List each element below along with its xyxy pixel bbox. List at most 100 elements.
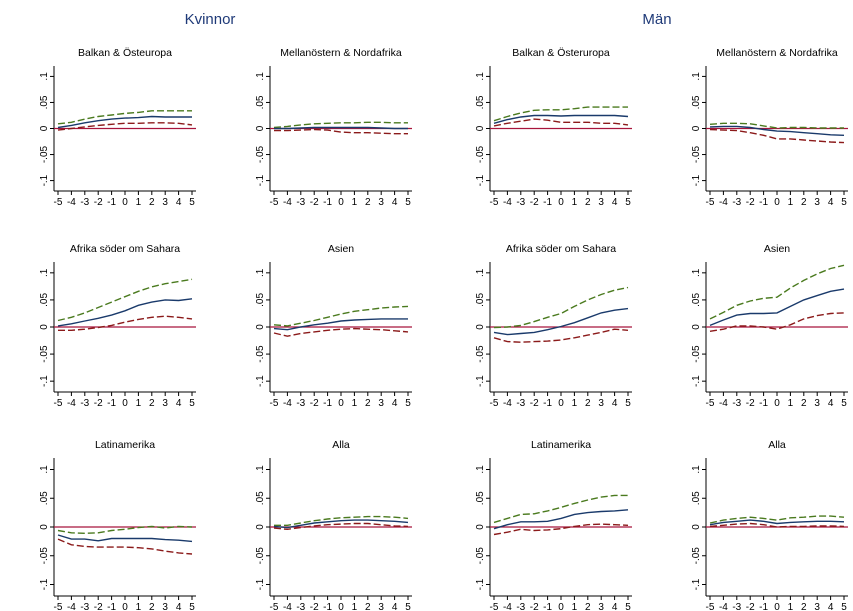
x-tick-label: 3 [814, 197, 820, 208]
y-tick-label: .05 [255, 95, 266, 109]
x-tick-label: 0 [122, 197, 128, 208]
y-tick-label: .1 [255, 465, 266, 474]
x-tick-label: 1 [572, 197, 578, 208]
x-tick-label: -4 [503, 197, 512, 208]
x-tick-label: 2 [585, 398, 591, 409]
y-tick-label: -.05 [255, 547, 266, 565]
x-tick-label: -1 [323, 197, 332, 208]
x-tick-label: 0 [774, 398, 780, 409]
panel: Alla-.1-.050.05.1-5 -4 -3 -2 -1 0 1 2 3 4 5 [691, 439, 848, 611]
panel: Mellanöstern & Nordafrika -.1 -.05 0 .05 .1 -5… [255, 47, 412, 208]
x-tick-label: -5 [490, 197, 499, 208]
y-tick-label: .05 [691, 95, 702, 109]
panel-title: Latinamerika [95, 439, 155, 451]
series-line-upper [709, 122, 844, 129]
series-line-estimate [57, 115, 192, 129]
x-tick-label: 5 [625, 398, 631, 409]
panel-title: Asien [328, 243, 354, 255]
series-line-upper [273, 305, 409, 327]
x-tick-label: 0 [774, 197, 780, 208]
panel: Latinamerika-.1-.050.05.1-5 -4 -3 -2 -1 0 1 2 3 4… [39, 439, 196, 611]
x-tick-label: -4 [719, 197, 728, 208]
series-line-upper [273, 121, 408, 129]
x-tick-label: -3 [80, 602, 89, 611]
panel-title: Asien [764, 243, 790, 255]
y-tick-label: -.1 [255, 375, 266, 387]
x-tick-label: -5 [490, 398, 499, 409]
x-tick-label: 3 [598, 197, 604, 208]
y-tick-label: 0 [691, 125, 702, 131]
x-tick-label: 4 [828, 602, 834, 611]
x-tick-label: -2 [746, 197, 755, 208]
series-line-estimate [273, 519, 409, 529]
x-tick-label: -4 [283, 398, 292, 409]
y-tick-label: .1 [691, 268, 702, 277]
panel-title: Balkan & Österuropa [512, 47, 610, 59]
x-tick-label: -4 [67, 398, 76, 409]
y-tick-label: .05 [691, 491, 702, 505]
series-line-lower [709, 522, 845, 528]
y-tick-label: -.1 [691, 578, 702, 590]
x-tick-label: -5 [54, 602, 63, 611]
x-tick-label: -2 [94, 602, 103, 611]
x-tick-label: -3 [516, 602, 525, 611]
x-tick-label: -2 [530, 197, 539, 208]
y-tick-label: .1 [39, 268, 50, 277]
x-tick-label: 0 [558, 602, 564, 611]
y-tick-label: -.05 [39, 547, 50, 565]
series-line-lower [709, 312, 845, 332]
y-tick-label: 0 [691, 324, 702, 330]
series-line-lower [57, 122, 193, 131]
x-tick-label: 1 [136, 602, 142, 611]
y-tick-label: -.05 [475, 145, 486, 163]
series-line-estimate [493, 307, 629, 336]
y-tick-label: .1 [691, 465, 702, 474]
y-tick-label: -.1 [255, 174, 266, 186]
x-tick-label: -5 [270, 602, 279, 611]
x-tick-label: 1 [136, 197, 142, 208]
y-tick-label: .1 [475, 72, 486, 81]
x-tick-label: 1 [572, 398, 578, 409]
y-tick-label: .05 [475, 95, 486, 109]
y-tick-label: 0 [691, 524, 702, 530]
x-tick-label: 1 [136, 398, 142, 409]
y-tick-label: -.1 [475, 578, 486, 590]
y-tick-label: 0 [475, 324, 486, 330]
x-tick-label: 5 [405, 602, 411, 611]
panel-title: Afrika söder om Sahara [506, 243, 616, 255]
y-tick-label: -.05 [255, 145, 266, 163]
y-tick-label: -.1 [475, 174, 486, 186]
x-tick-label: 3 [378, 602, 384, 611]
x-tick-label: -1 [107, 197, 116, 208]
x-tick-label: 4 [176, 398, 182, 409]
series-line-upper [709, 515, 845, 524]
x-tick-label: -3 [296, 602, 305, 611]
series-line-upper [709, 264, 845, 320]
x-tick-label: -1 [759, 197, 768, 208]
x-tick-label: -5 [54, 197, 63, 208]
y-tick-label: -.05 [39, 145, 50, 163]
x-tick-label: 2 [801, 197, 807, 208]
x-tick-label: 2 [149, 197, 155, 208]
x-tick-label: 3 [162, 398, 168, 409]
x-tick-label: -3 [80, 398, 89, 409]
x-tick-label: 2 [801, 398, 807, 409]
panel-title: Latinamerika [531, 439, 591, 451]
x-tick-label: 4 [612, 398, 618, 409]
x-tick-label: -1 [543, 398, 552, 409]
x-tick-label: -5 [270, 197, 279, 208]
panel: Alla-.1-.050.05.1-5 -4 -3 -2 -1 0 1 2 3 4 5 [255, 439, 412, 611]
series-line-upper [493, 494, 628, 524]
y-tick-label: -.1 [691, 375, 702, 387]
y-tick-label: 0 [255, 125, 266, 131]
x-tick-label: -3 [296, 197, 305, 208]
panel-title: Alla [332, 439, 350, 451]
x-tick-label: 2 [585, 602, 591, 611]
x-tick-label: 5 [841, 398, 847, 409]
x-tick-label: 2 [365, 602, 371, 611]
y-tick-label: -.1 [255, 578, 266, 590]
series-line-lower [493, 523, 629, 536]
series-line-lower [273, 522, 409, 531]
x-tick-label: -5 [706, 602, 715, 611]
x-tick-label: 4 [392, 398, 398, 409]
